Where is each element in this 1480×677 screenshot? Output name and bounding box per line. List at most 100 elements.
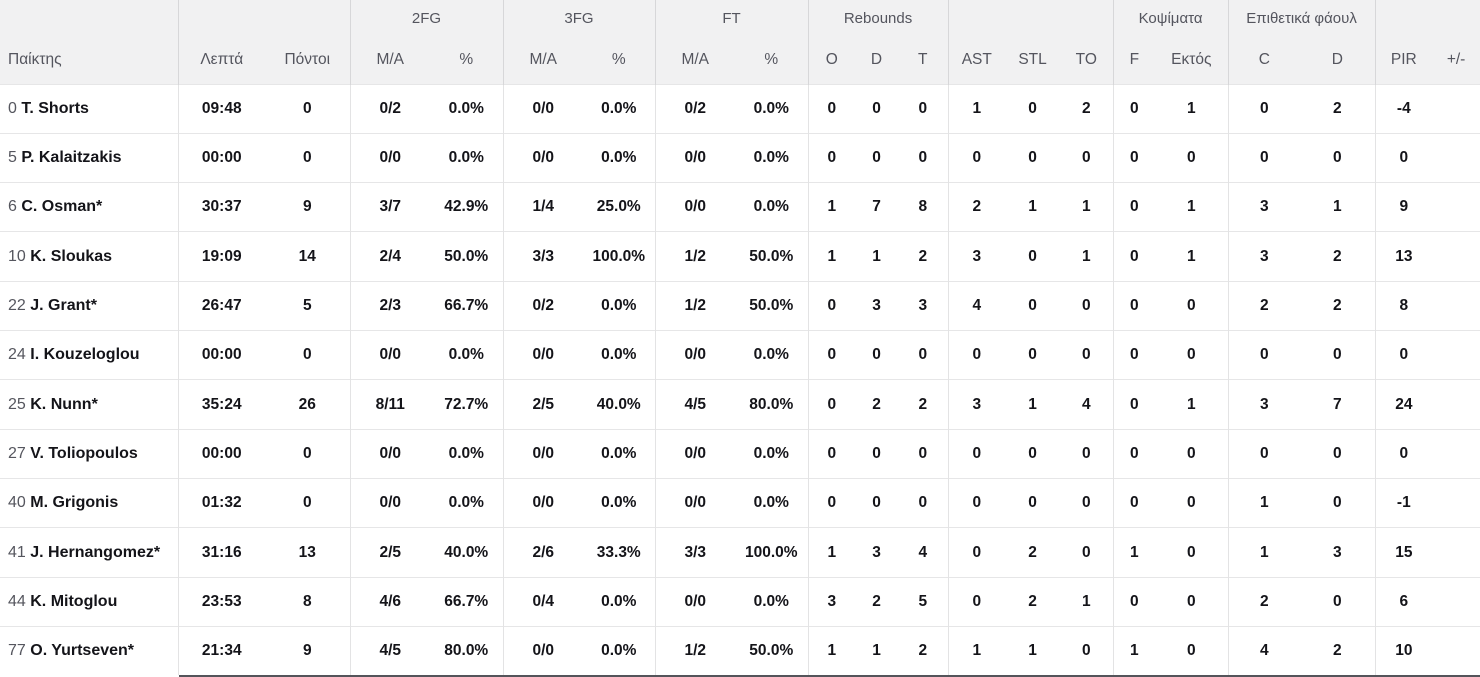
fouls-drawn-cell: 3 bbox=[1300, 527, 1376, 578]
col-header-stl: STL bbox=[1005, 36, 1061, 84]
fouls-drawn-cell: 0 bbox=[1300, 576, 1376, 627]
minutes-cell: 35:24 bbox=[177, 379, 265, 430]
fg2-pct-cell: 0.0% bbox=[430, 83, 503, 134]
jersey-number: 27 bbox=[8, 444, 26, 462]
fg2-ma-cell: 4/6 bbox=[349, 576, 430, 627]
blocks-against-cell: 0 bbox=[1155, 330, 1229, 380]
group-player bbox=[0, 0, 178, 36]
points-cell: 8 bbox=[265, 576, 350, 627]
group-blocks: Κοψίματα bbox=[1112, 0, 1229, 36]
table-row: 25 K. Nunn* 35:24 26 8/11 72.7% 2/5 40.0% 4/5 80… bbox=[0, 379, 1480, 430]
fouls-drawn-cell: 2 bbox=[1300, 280, 1376, 331]
stl-cell: 0 bbox=[1005, 478, 1061, 528]
reb-t-cell: 0 bbox=[898, 132, 949, 183]
blocks-for-cell: 0 bbox=[1112, 231, 1156, 282]
player-name: O. Yurtseven* bbox=[30, 642, 135, 660]
jersey-number: 41 bbox=[8, 543, 26, 561]
reb-t-cell: 4 bbox=[898, 527, 949, 578]
blocks-for-cell: 1 bbox=[1112, 527, 1156, 578]
reb-d-cell: 0 bbox=[855, 428, 899, 479]
table-row: 24 I. Kouzeloglou 00:00 0 0/0 0.0% 0/0 0.0% 0/0… bbox=[0, 330, 1480, 380]
plusminus-cell bbox=[1432, 379, 1480, 430]
minutes-cell: 01:32 bbox=[177, 478, 265, 528]
col-header-plusminus: +/- bbox=[1432, 36, 1480, 84]
ast-cell: 0 bbox=[947, 428, 1006, 479]
col-header-minutes: Λεπτά bbox=[177, 36, 265, 84]
plusminus-cell bbox=[1432, 527, 1480, 578]
reb-t-cell: 2 bbox=[898, 379, 949, 430]
jersey-number: 25 bbox=[8, 395, 26, 413]
ft-pct-cell: 0.0% bbox=[735, 83, 809, 134]
reb-t-cell: 0 bbox=[898, 330, 949, 380]
player-name: C. Osman* bbox=[21, 198, 103, 216]
ast-cell: 0 bbox=[947, 576, 1006, 627]
minutes-cell: 21:34 bbox=[177, 626, 265, 677]
player-name: M. Grigonis bbox=[30, 494, 119, 512]
fouls-committed-cell: 3 bbox=[1227, 182, 1301, 232]
blocks-against-cell: 1 bbox=[1155, 83, 1229, 134]
player-cell: 44 K. Mitoglou bbox=[0, 576, 178, 627]
ft-pct-cell: 0.0% bbox=[735, 330, 809, 380]
table-row: 22 J. Grant* 26:47 5 2/3 66.7% 0/2 0.0% 1/2 50.0… bbox=[0, 280, 1480, 331]
group-offensive-fouls: Επιθετικά φάουλ bbox=[1227, 0, 1376, 36]
group-3fg: 3FG bbox=[502, 0, 655, 36]
ft-ma-cell: 0/0 bbox=[654, 576, 735, 627]
blocks-for-cell: 0 bbox=[1112, 576, 1156, 627]
fouls-committed-cell: 4 bbox=[1227, 626, 1301, 677]
col-header-to: TO bbox=[1060, 36, 1114, 84]
pir-cell: 24 bbox=[1374, 379, 1433, 430]
plusminus-cell bbox=[1432, 280, 1480, 331]
ft-ma-cell: 4/5 bbox=[654, 379, 735, 430]
fg2-ma-cell: 2/5 bbox=[349, 527, 430, 578]
reb-d-cell: 0 bbox=[855, 132, 899, 183]
ft-ma-cell: 1/2 bbox=[654, 231, 735, 282]
ft-pct-cell: 50.0% bbox=[735, 231, 809, 282]
player-cell: 40 M. Grigonis bbox=[0, 478, 178, 528]
ft-pct-cell: 0.0% bbox=[735, 132, 809, 183]
col-header-3fg-pct: % bbox=[583, 36, 655, 84]
stl-cell: 0 bbox=[1005, 231, 1061, 282]
to-cell: 0 bbox=[1060, 132, 1114, 183]
fg2-ma-cell: 2/4 bbox=[349, 231, 430, 282]
fg2-pct-cell: 66.7% bbox=[430, 280, 503, 331]
pir-cell: 0 bbox=[1374, 428, 1433, 479]
pir-cell: 15 bbox=[1374, 527, 1433, 578]
reb-t-cell: 0 bbox=[898, 428, 949, 479]
fouls-drawn-cell: 0 bbox=[1300, 132, 1376, 183]
stl-cell: 2 bbox=[1005, 527, 1061, 578]
ast-cell: 2 bbox=[947, 182, 1006, 232]
col-header-blocks-against: Εκτός bbox=[1155, 36, 1229, 84]
stl-cell: 1 bbox=[1005, 626, 1061, 677]
player-cell: 41 J. Hernangomez* bbox=[0, 527, 178, 578]
blocks-against-cell: 1 bbox=[1155, 379, 1229, 430]
reb-t-cell: 2 bbox=[898, 231, 949, 282]
plusminus-cell bbox=[1432, 182, 1480, 232]
points-cell: 0 bbox=[265, 132, 350, 183]
ft-pct-cell: 100.0% bbox=[735, 527, 809, 578]
fouls-drawn-cell: 2 bbox=[1300, 231, 1376, 282]
reb-d-cell: 2 bbox=[855, 576, 899, 627]
fg3-ma-cell: 0/0 bbox=[502, 478, 583, 528]
points-cell: 14 bbox=[265, 231, 350, 282]
reb-o-cell: 1 bbox=[807, 626, 856, 677]
reb-t-cell: 5 bbox=[898, 576, 949, 627]
fg3-ma-cell: 0/0 bbox=[502, 428, 583, 479]
ft-pct-cell: 0.0% bbox=[735, 478, 809, 528]
reb-d-cell: 3 bbox=[855, 527, 899, 578]
fg2-ma-cell: 0/0 bbox=[349, 132, 430, 183]
col-header-fouls-drawn: D bbox=[1300, 36, 1376, 84]
reb-d-cell: 1 bbox=[855, 626, 899, 677]
reb-d-cell: 0 bbox=[855, 83, 899, 134]
fg3-pct-cell: 0.0% bbox=[583, 428, 655, 479]
points-cell: 5 bbox=[265, 280, 350, 331]
col-header-ft-ma: M/A bbox=[654, 36, 735, 84]
to-cell: 4 bbox=[1060, 379, 1114, 430]
pir-cell: 9 bbox=[1374, 182, 1433, 232]
reb-d-cell: 0 bbox=[855, 478, 899, 528]
pir-cell: 6 bbox=[1374, 576, 1433, 627]
reb-t-cell: 8 bbox=[898, 182, 949, 232]
minutes-cell: 31:16 bbox=[177, 527, 265, 578]
fouls-drawn-cell: 0 bbox=[1300, 428, 1376, 479]
player-name: K. Nunn* bbox=[30, 395, 98, 413]
fg2-ma-cell: 4/5 bbox=[349, 626, 430, 677]
